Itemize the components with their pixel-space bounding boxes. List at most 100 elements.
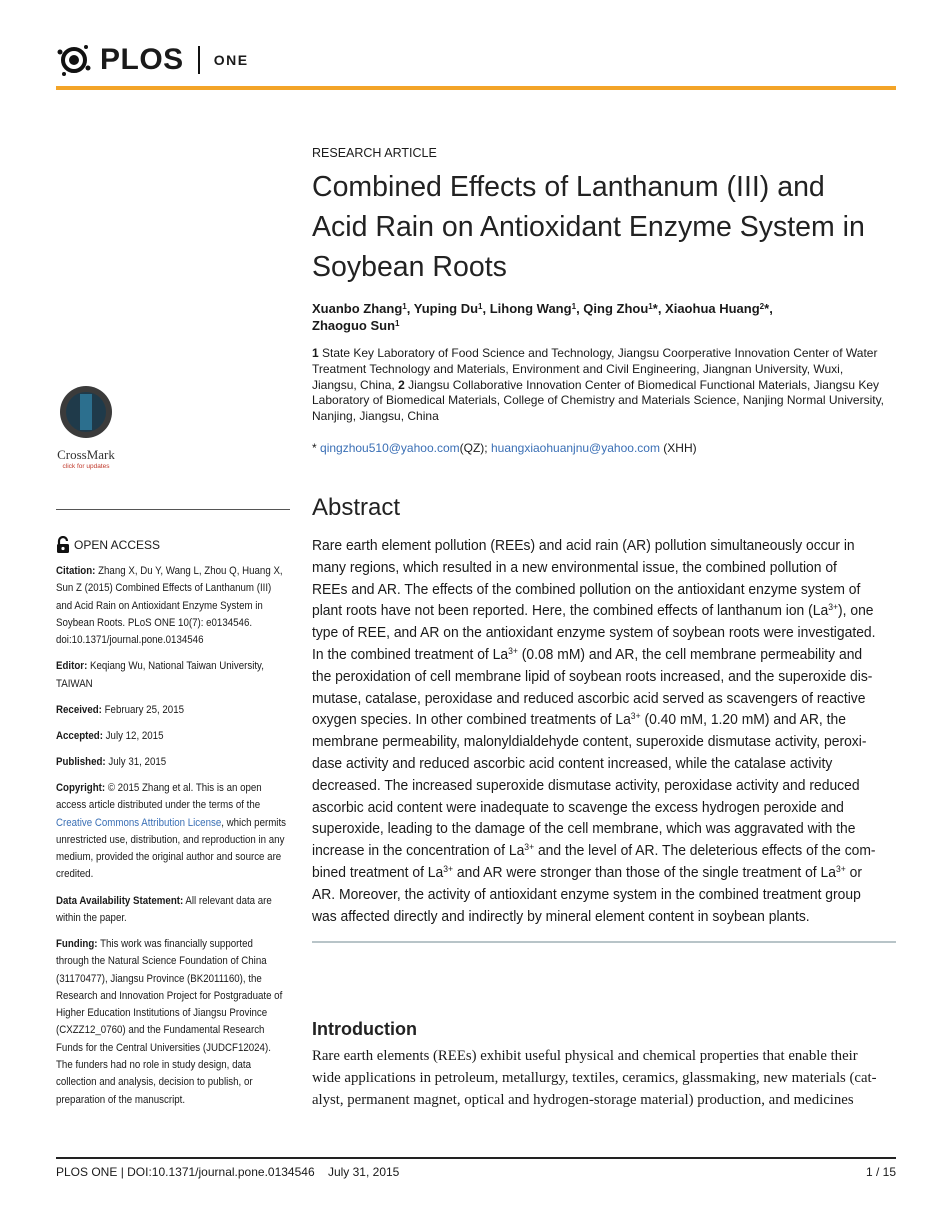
text-line: Data Availability Statement: All relevan…	[56, 893, 286, 910]
journal-name: ONE	[213, 52, 249, 68]
text-run: through the Natural Science Foundation o…	[56, 955, 267, 968]
text-run: State Key Laboratory of Food Science and…	[318, 346, 878, 360]
article-type: RESEARCH ARTICLE	[312, 146, 437, 160]
superscript: 1	[478, 301, 483, 311]
text-run: © 2015 Zhang et al. This is an open	[105, 781, 262, 794]
text-line: type of REE, and AR on the antioxidant e…	[312, 623, 876, 645]
text-run: and the level of AR. The deleterious eff…	[534, 843, 876, 860]
text-run: oxygen species. In other combined treatm…	[312, 712, 631, 729]
text-line: wide applications in petroleum, metallur…	[312, 1068, 877, 1090]
text-line: increase in the concentration of La3+ an…	[312, 841, 876, 863]
text-line: Combined Effects of Lanthanum (III) and	[312, 171, 825, 203]
bold-run: Data Availability Statement:	[56, 894, 184, 907]
text-run: July 12, 2015	[102, 729, 164, 742]
text-line: preparation of the manuscript.	[56, 1092, 286, 1109]
bold-run: 1	[312, 346, 319, 360]
abstract-rule	[312, 941, 896, 943]
text-line: Rare earth element pollution (REEs) and …	[312, 536, 876, 558]
text-run: The funders had no role in study design,…	[56, 1059, 251, 1071]
journal-logo: PLOS ONE	[56, 40, 249, 80]
text-run: unrestricted use, distribution, and repr…	[56, 833, 285, 846]
text-line: Xuanbo Zhang1, Yuping Du1, Lihong Wang1,…	[312, 300, 773, 317]
text-run: wide applications in petroleum, metallur…	[312, 1069, 877, 1086]
text-run: Zhang X, Du Y, Wang L, Zhou Q, Huang X,	[95, 565, 283, 577]
open-access-icon	[57, 536, 69, 553]
text-line: In the combined treatment of La3+ (0.08 …	[312, 645, 876, 667]
text-line: ascorbic acid content were inadequate to…	[312, 798, 876, 820]
text-run: Nanjing, Jiangsu, China	[312, 409, 439, 424]
text-line: Creative Commons Attribution License, wh…	[56, 815, 286, 832]
text-line: through the Natural Science Foundation o…	[56, 953, 286, 970]
superscript: 3+	[508, 646, 518, 657]
text-run: and AR were stronger than those of the s…	[453, 864, 836, 881]
text-run: TAIWAN	[56, 677, 93, 690]
text-run: , Qing Zhou	[576, 301, 649, 316]
info-block: Accepted: July 12, 2015	[56, 728, 286, 745]
superscript: 3+	[828, 602, 839, 613]
info-block: Received: February 25, 2015	[56, 702, 286, 719]
text-run: (CXZZ12_0760) and the Fundamental Resear…	[56, 1024, 265, 1037]
text-run: decreased. The increased superoxide dism…	[312, 777, 860, 794]
text-run: increase in the concentration of La	[312, 843, 525, 860]
text-run: Rare earth elements (REEs) exhibit usefu…	[312, 1048, 858, 1064]
logo-text: PLOS	[100, 43, 184, 76]
text-line: Nanjing, Jiangsu, China	[312, 409, 884, 425]
header-rule	[56, 86, 896, 90]
text-run: ), one	[838, 603, 874, 620]
text-run: and Acid Rain on Antioxidant Enzyme Syst…	[56, 599, 263, 612]
correspondence: * qingzhou510@yahoo.com(QZ); huangxiaohu…	[312, 440, 697, 456]
footer-rule	[56, 1157, 896, 1159]
bold-run: Accepted:	[56, 729, 103, 742]
text-line: many regions, which resulted in a new en…	[312, 558, 876, 580]
text-run: Jiangsu Collaborative Innovation Center …	[404, 377, 880, 392]
sidebar-rule	[56, 509, 290, 510]
text-run: was affected directly and indirectly by …	[312, 908, 810, 925]
info-block: Copyright: © 2015 Zhang et al. This is a…	[56, 780, 286, 884]
bold-run: Citation:	[56, 565, 96, 577]
text-line: access article distributed under the ter…	[56, 797, 286, 814]
logo-icon	[57, 45, 91, 76]
text-run: , Lihong Wang	[482, 301, 572, 316]
crossmark[interactable]: CrossMark click for updates	[56, 384, 116, 470]
crossmark-label: CrossMark	[57, 447, 115, 462]
text-run: Xuanbo Zhang	[312, 301, 403, 316]
footer-citation: PLOS ONE | DOI:10.1371/journal.pone.0134…	[56, 1165, 400, 1179]
text-line: alyst, permanent magnet, optical and hyd…	[312, 1090, 877, 1112]
text-line: AR. Moreover, the activity of antioxidan…	[312, 885, 876, 907]
text-line: Soybean Roots. PLoS ONE 10(7): e0134546.	[56, 615, 286, 632]
superscript: 1	[648, 301, 653, 311]
text-run: (31170477), Jiangsu Province (BK2011160)…	[56, 972, 262, 985]
text-run: All relevant data are	[183, 894, 272, 907]
introduction-text: Rare earth elements (REEs) exhibit usefu…	[312, 1046, 877, 1111]
superscript: 1	[395, 318, 400, 328]
text-line: collection and analysis, decision to pub…	[56, 1074, 286, 1091]
text-line: medium, provided the original author and…	[56, 849, 286, 866]
text-line: Soybean Roots	[312, 251, 507, 283]
text-line: Funds for the Central Universities (JUDC…	[56, 1040, 286, 1057]
text-line: (31170477), Jiangsu Province (BK2011160)…	[56, 971, 286, 988]
text-run: doi:10.1371/journal.pone.0134546	[56, 634, 204, 647]
info-block: Editor: Keqiang Wu, National Taiwan Univ…	[56, 658, 286, 693]
text-line: Published: July 31, 2015	[56, 754, 286, 771]
text-line: within the paper.	[56, 910, 286, 927]
text-run: *, Xiaohua Huang	[652, 301, 760, 316]
text-line: and Acid Rain on Antioxidant Enzyme Syst…	[56, 598, 286, 615]
text-run: medium, provided the original author and…	[56, 851, 282, 864]
affiliations: 1 State Key Laboratory of Food Science a…	[312, 346, 884, 425]
text-line: 1 State Key Laboratory of Food Science a…	[312, 346, 884, 362]
superscript: 3+	[835, 864, 846, 875]
link[interactable]: Creative Commons Attribution License	[56, 816, 222, 829]
abstract-heading: Abstract	[312, 494, 401, 521]
text-line: TAIWAN	[56, 676, 286, 693]
info-block: Data Availability Statement: All relevan…	[56, 893, 286, 928]
text-run: many regions, which resulted in a new en…	[312, 559, 837, 576]
text-line: The funders had no role in study design,…	[56, 1057, 286, 1074]
text-line: plant roots have not been reported. Here…	[312, 601, 876, 623]
text-line: decreased. The increased superoxide dism…	[312, 776, 876, 798]
text-line: Acid Rain on Antioxidant Enzyme System i…	[312, 211, 865, 243]
text-line: REEs and AR. The effects of the combined…	[312, 580, 876, 602]
link[interactable]: qingzhou510@yahoo.com	[320, 441, 460, 455]
link[interactable]: huangxiaohuanjnu@yahoo.com	[490, 441, 660, 455]
superscript: 3+	[524, 842, 535, 853]
text-run: access article distributed under the ter…	[56, 799, 261, 812]
